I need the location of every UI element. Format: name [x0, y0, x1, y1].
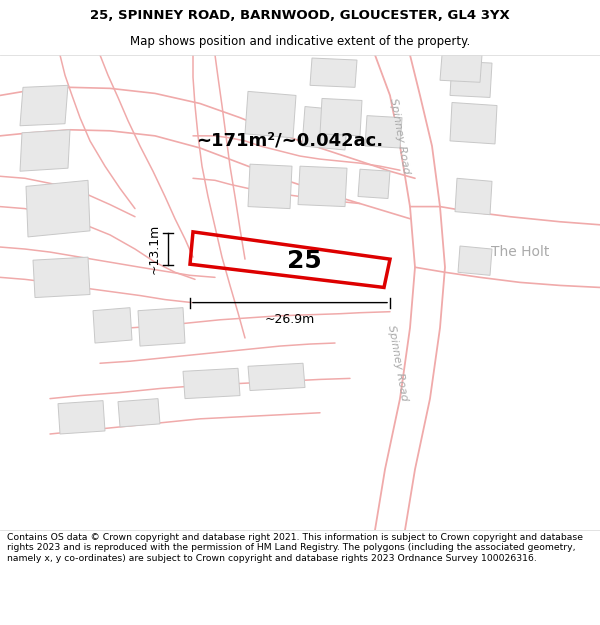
Text: ~26.9m: ~26.9m: [265, 312, 315, 326]
Polygon shape: [26, 181, 90, 237]
Text: The Holt: The Holt: [491, 245, 549, 259]
Polygon shape: [302, 106, 348, 150]
Polygon shape: [248, 164, 292, 209]
Text: ~13.1m: ~13.1m: [148, 224, 161, 274]
Polygon shape: [455, 178, 492, 214]
Polygon shape: [458, 246, 492, 276]
Text: ~171m²/~0.042ac.: ~171m²/~0.042ac.: [196, 132, 383, 150]
Text: Spinney Road: Spinney Road: [388, 97, 412, 174]
Polygon shape: [358, 169, 390, 199]
Text: Spinney Road: Spinney Road: [386, 324, 410, 402]
Polygon shape: [310, 58, 357, 88]
Polygon shape: [20, 130, 70, 171]
Text: 25, SPINNEY ROAD, BARNWOOD, GLOUCESTER, GL4 3YX: 25, SPINNEY ROAD, BARNWOOD, GLOUCESTER, …: [90, 9, 510, 22]
Text: 25: 25: [287, 249, 322, 272]
Polygon shape: [33, 257, 90, 298]
Polygon shape: [450, 61, 492, 98]
Polygon shape: [138, 308, 185, 346]
Polygon shape: [320, 99, 362, 136]
Polygon shape: [450, 102, 497, 144]
Polygon shape: [20, 86, 68, 126]
Polygon shape: [58, 401, 105, 434]
Text: Map shows position and indicative extent of the property.: Map shows position and indicative extent…: [130, 35, 470, 48]
Polygon shape: [365, 116, 402, 148]
Polygon shape: [118, 399, 160, 427]
Text: Contains OS data © Crown copyright and database right 2021. This information is : Contains OS data © Crown copyright and d…: [7, 533, 583, 562]
Polygon shape: [183, 368, 240, 399]
Polygon shape: [440, 55, 482, 82]
Polygon shape: [245, 91, 296, 138]
Polygon shape: [298, 166, 347, 207]
Polygon shape: [93, 308, 132, 343]
Polygon shape: [248, 363, 305, 391]
